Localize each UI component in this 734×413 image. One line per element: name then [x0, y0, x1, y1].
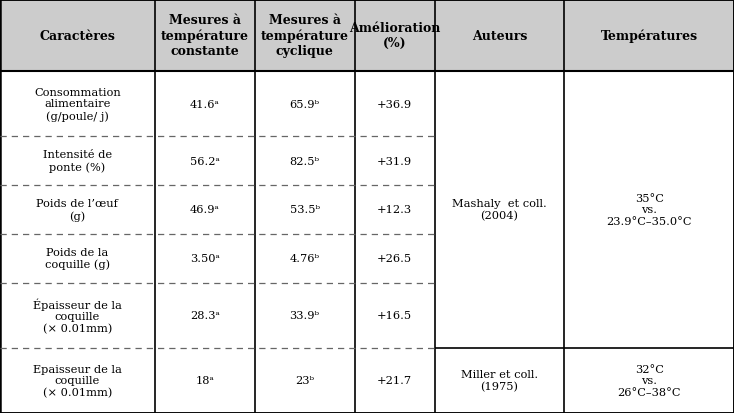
Text: Températures: Températures — [600, 29, 698, 43]
Bar — [0, 0, 734, 72]
Text: Intensité de
ponte (%): Intensité de ponte (%) — [43, 150, 112, 172]
Text: Poids de l’œuf
(g): Poids de l’œuf (g) — [37, 199, 118, 221]
Text: 18ᵃ: 18ᵃ — [195, 375, 214, 385]
Text: Épaisseur de la
coquille
(× 0.01mm): Épaisseur de la coquille (× 0.01mm) — [33, 297, 122, 333]
Text: +26.5: +26.5 — [377, 254, 412, 263]
Text: Auteurs: Auteurs — [472, 29, 527, 43]
Text: Epaisseur de la
coquille
(× 0.01mm): Epaisseur de la coquille (× 0.01mm) — [33, 364, 122, 397]
Text: 3.50ᵃ: 3.50ᵃ — [190, 254, 219, 263]
Text: Mesures à
température
constante: Mesures à température constante — [161, 14, 249, 58]
Text: 82.5ᵇ: 82.5ᵇ — [289, 156, 320, 166]
Text: 35°C
vs.
23.9°C–35.0°C: 35°C vs. 23.9°C–35.0°C — [606, 193, 692, 226]
Text: Amélioration
(%): Amélioration (%) — [349, 22, 440, 50]
Text: Poids de la
coquille (g): Poids de la coquille (g) — [45, 247, 110, 270]
Text: 28.3ᵃ: 28.3ᵃ — [190, 311, 219, 320]
Text: 46.9ᵃ: 46.9ᵃ — [190, 205, 219, 215]
Text: Consommation
alimentaire
(g/poule/ j): Consommation alimentaire (g/poule/ j) — [34, 88, 121, 121]
Text: +21.7: +21.7 — [377, 375, 412, 385]
Text: +12.3: +12.3 — [377, 205, 412, 215]
Text: 4.76ᵇ: 4.76ᵇ — [289, 254, 320, 263]
Text: 65.9ᵇ: 65.9ᵇ — [289, 100, 320, 109]
Text: Miller et coll.
(1975): Miller et coll. (1975) — [461, 370, 538, 392]
Text: Mesures à
température
cyclique: Mesures à température cyclique — [261, 14, 349, 58]
Text: 23ᵇ: 23ᵇ — [295, 375, 314, 385]
Text: 56.2ᵃ: 56.2ᵃ — [190, 156, 219, 166]
Text: Mashaly  et coll.
(2004): Mashaly et coll. (2004) — [452, 199, 547, 221]
Text: +36.9: +36.9 — [377, 100, 412, 109]
Text: 53.5ᵇ: 53.5ᵇ — [289, 205, 320, 215]
Text: 41.6ᵃ: 41.6ᵃ — [190, 100, 219, 109]
Text: +16.5: +16.5 — [377, 311, 412, 320]
Text: Caractères: Caractères — [40, 29, 115, 43]
Text: 33.9ᵇ: 33.9ᵇ — [289, 311, 320, 320]
Text: +31.9: +31.9 — [377, 156, 412, 166]
Text: 32°C
vs.
26°C–38°C: 32°C vs. 26°C–38°C — [617, 364, 681, 397]
